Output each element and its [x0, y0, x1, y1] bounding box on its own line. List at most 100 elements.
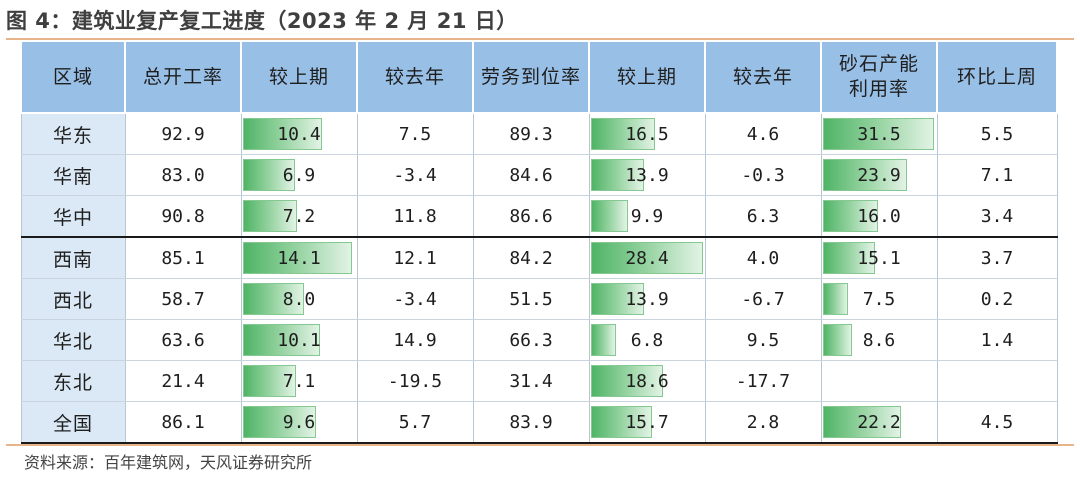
table-body: 华东 92.9 10.4 7.5 89.3 16.5 4.6 31.5 5.5 华南 83.0 6.9…: [20, 112, 1058, 444]
cell-value: 4.0: [746, 247, 780, 269]
value-cell: 11.8: [356, 195, 474, 238]
cell-value: 86.1: [161, 411, 205, 433]
data-bar: [590, 406, 652, 438]
cell-value: 92.9: [161, 123, 205, 145]
table-row: 西北 58.7 8.0 -3.4 51.5 13.9 -6.7 7.5 0.2: [20, 278, 1058, 320]
value-cell: 31.4: [472, 360, 590, 402]
table-row: 全国 86.1 9.6 5.7 83.9 15.7 2.8 22.2 4.5: [20, 401, 1058, 444]
table-row: 华南 83.0 6.9 -3.4 84.6 13.9 -0.3 23.9 7.1: [20, 154, 1058, 196]
cell-value: 10.4: [277, 123, 321, 145]
data-bar: [590, 200, 629, 232]
data-bar: [242, 159, 295, 191]
data-bar: [590, 324, 616, 356]
cell-value: 7.5: [398, 123, 432, 145]
value-cell: 5.5: [936, 112, 1058, 155]
cell-value: 6.8: [630, 329, 664, 351]
value-cell: 2.8: [704, 401, 822, 444]
column-header: 较上期: [240, 40, 358, 114]
column-header-text: 较去年: [732, 65, 793, 88]
value-cell: 9.5: [704, 319, 822, 361]
data-bar: [822, 242, 876, 274]
cell-value: 4.5: [980, 411, 1014, 433]
value-cell: 10.1: [240, 319, 358, 361]
header-row: 区域 总开工率 较上期 较去年 劳务到位率 较上期 较去年 砂石产能 利用率 环比上周: [20, 40, 1058, 114]
data-bar: [590, 242, 703, 274]
cell-value: -6.7: [741, 288, 785, 310]
value-cell: 58.7: [124, 278, 242, 320]
column-header: 环比上周: [936, 40, 1058, 114]
cell-value: 90.8: [161, 205, 205, 227]
data-bar: [242, 118, 323, 150]
cell-value: 83.0: [161, 164, 205, 186]
title-rule: [6, 38, 1074, 40]
value-cell: -19.5: [356, 360, 474, 402]
column-header: 砂石产能 利用率: [820, 40, 938, 114]
value-cell: 86.1: [124, 401, 242, 444]
value-cell: 15.1: [820, 236, 938, 279]
column-header: 较去年: [356, 40, 474, 114]
value-cell: 83.0: [124, 154, 242, 196]
cell-value: 12.1: [393, 247, 437, 269]
cell-value: 15.1: [857, 247, 901, 269]
value-cell: 63.6: [124, 319, 242, 361]
cell-value: 16.0: [857, 205, 901, 227]
value-cell: 12.1: [356, 236, 474, 279]
value-cell: 7.5: [356, 112, 474, 155]
cell-value: 2.8: [746, 411, 780, 433]
cell-value: 14.1: [277, 247, 321, 269]
region-cell: 华东: [20, 112, 126, 155]
value-cell: 0.2: [936, 278, 1058, 320]
cell-value: 13.9: [625, 164, 669, 186]
value-cell: 23.9: [820, 154, 938, 196]
value-cell: -0.3: [704, 154, 822, 196]
region-cell: 华北: [20, 319, 126, 361]
value-cell: 6.9: [240, 154, 358, 196]
value-cell: 14.1: [240, 236, 358, 279]
table-row: 华中 90.8 7.2 11.8 86.6 9.9 6.3 16.0 3.4: [20, 195, 1058, 238]
cell-value: 16.5: [625, 123, 669, 145]
cell-value: 0.2: [980, 288, 1014, 310]
data-bar: [242, 242, 352, 274]
value-cell: 92.9: [124, 112, 242, 155]
cell-value: 63.6: [161, 329, 205, 351]
cell-value: 10.1: [277, 329, 321, 351]
cell-value: 85.1: [161, 247, 205, 269]
cell-value: 31.5: [857, 123, 901, 145]
column-header: 较上期: [588, 40, 706, 114]
value-cell: 8.6: [820, 319, 938, 361]
column-header-text: 区域: [52, 65, 93, 88]
data-bar: [822, 406, 901, 438]
value-cell: [820, 360, 938, 402]
cell-value: 7.2: [282, 205, 316, 227]
data-bar: [590, 283, 645, 315]
cell-value: 18.6: [625, 370, 669, 392]
value-cell: 9.9: [588, 195, 706, 238]
value-cell: [936, 360, 1058, 402]
cell-value: 9.9: [630, 205, 664, 227]
cell-value: 6.9: [282, 164, 316, 186]
figure-title: 图 4：建筑业复产复工进度（2023 年 2 月 21 日）: [6, 9, 518, 33]
data-bar: [590, 365, 664, 397]
value-cell: 84.6: [472, 154, 590, 196]
cell-value: -3.4: [393, 288, 437, 310]
cell-value: 11.8: [393, 205, 437, 227]
column-header-text: 劳务到位率: [480, 65, 581, 88]
cell-value: 4.6: [746, 123, 780, 145]
column-header: 较去年: [704, 40, 822, 114]
column-header-text: 较上期: [268, 65, 329, 88]
cell-value: 5.7: [398, 411, 432, 433]
value-cell: 16.0: [820, 195, 938, 238]
data-bar: [242, 200, 298, 232]
cell-value: 3.7: [980, 247, 1014, 269]
column-header: 劳务到位率: [472, 40, 590, 114]
cell-value: 84.2: [509, 247, 553, 269]
value-cell: 15.7: [588, 401, 706, 444]
region-cell: 西北: [20, 278, 126, 320]
value-cell: 5.7: [356, 401, 474, 444]
cell-value: 13.9: [625, 288, 669, 310]
cell-value: 28.4: [625, 247, 669, 269]
value-cell: 85.1: [124, 236, 242, 279]
data-bar: [822, 324, 852, 356]
data-bar: [242, 406, 317, 438]
table-row: 华东 92.9 10.4 7.5 89.3 16.5 4.6 31.5 5.5: [20, 112, 1058, 155]
